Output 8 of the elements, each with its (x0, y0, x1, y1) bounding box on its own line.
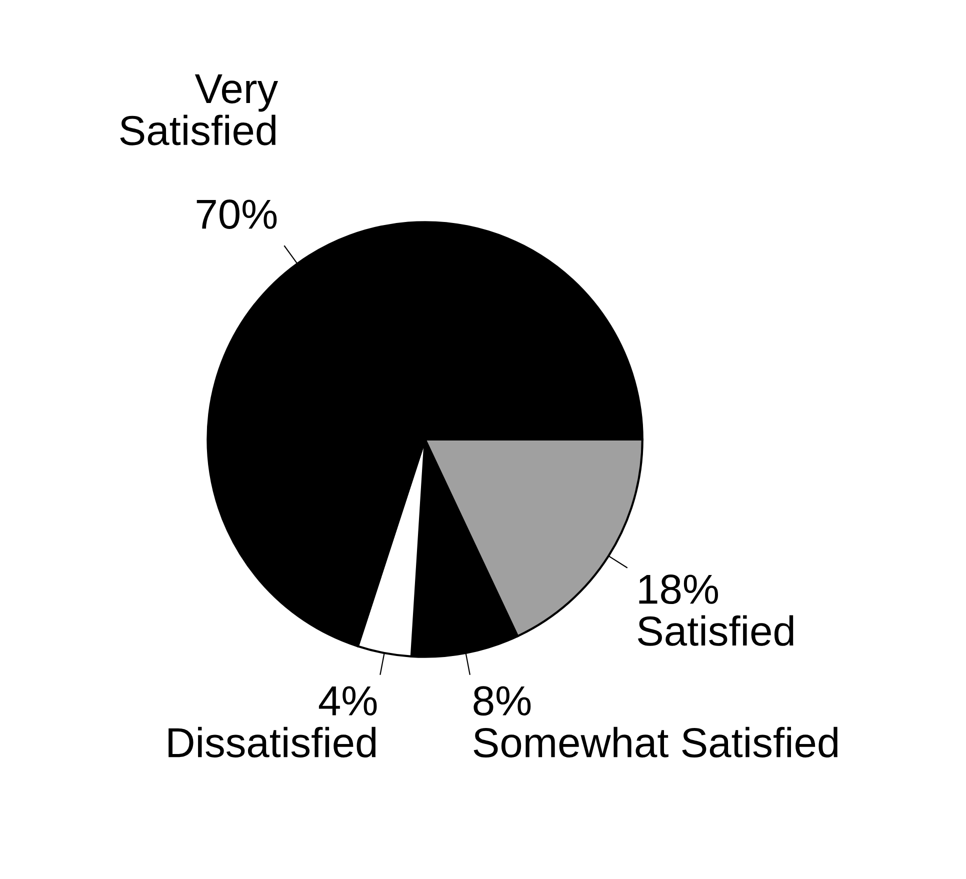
data-label: 70% (196, 200, 277, 230)
data-label: 18% (639, 574, 718, 604)
slice-label: Dissatisfied (168, 726, 376, 758)
slice-label: Very Satisfied (120, 74, 278, 146)
data-label: 4% (318, 686, 377, 716)
slice-label: Somewhat Satisfied (474, 726, 838, 758)
data-label: 8% (474, 686, 531, 716)
slice-label: Satisfied (638, 615, 794, 646)
